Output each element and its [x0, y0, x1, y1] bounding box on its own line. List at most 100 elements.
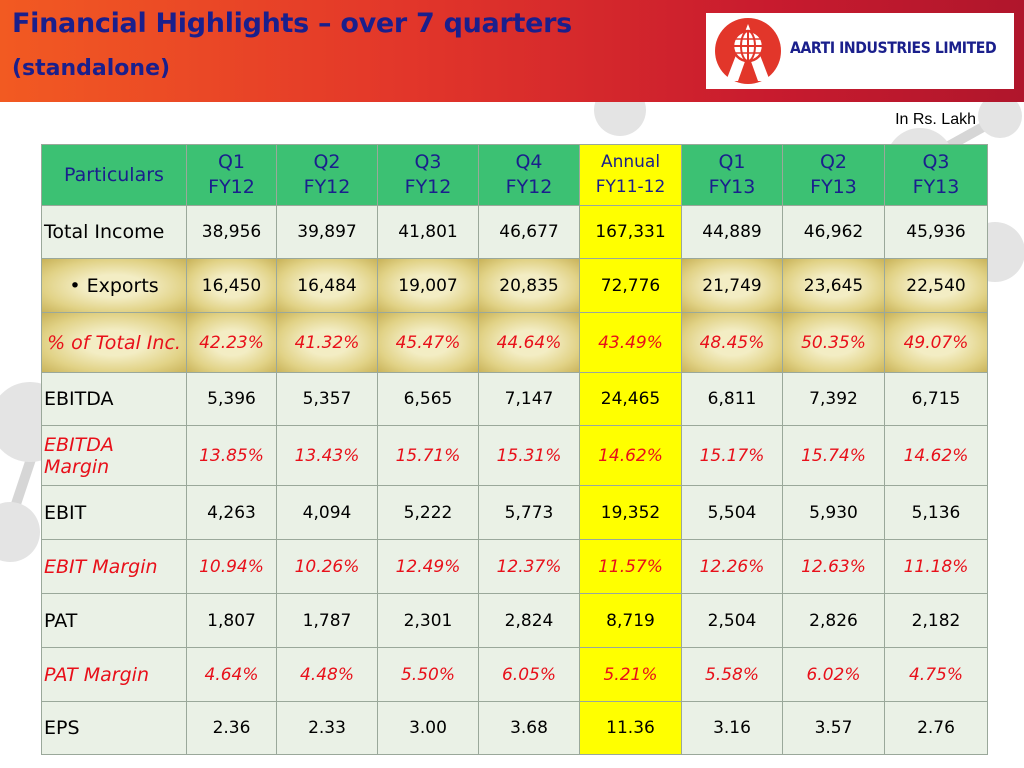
table-cell-annual: 14.62% [579, 425, 682, 486]
table-cell: 19,007 [377, 258, 479, 313]
table-cell: 6,715 [884, 372, 988, 426]
column-header: Particulars [41, 144, 187, 206]
column-header-annual: Annual FY11-12 [579, 144, 682, 206]
financial-highlights-table: Particulars Q1 FY12 Q2 FY12 Q3 FY12 Q4 FY12 … [41, 144, 988, 755]
table-cell: 3.16 [681, 701, 783, 755]
table-cell-annual: 8,719 [579, 593, 682, 648]
row-label: % of Total Inc. [41, 312, 187, 373]
table-cell: 45.47% [377, 312, 479, 373]
column-header: Q1 FY13 [681, 144, 783, 206]
table-header-row: Particulars Q1 FY12 Q2 FY12 Q3 FY12 Q4 FY12 … [41, 144, 988, 206]
table-cell: 14.62% [884, 425, 988, 486]
row-label: EPS [41, 701, 187, 755]
row-label: Total Income [41, 205, 187, 259]
table-cell: 5.50% [377, 647, 479, 702]
table-cell: 3.00 [377, 701, 479, 755]
table-cell: 15.74% [782, 425, 885, 486]
table-cell-annual: 19,352 [579, 485, 682, 540]
table-cell: 6,565 [377, 372, 479, 426]
table-cell: 23,645 [782, 258, 885, 313]
table-cell: 4.75% [884, 647, 988, 702]
table-cell-annual: 5.21% [579, 647, 682, 702]
table-cell: 15.71% [377, 425, 479, 486]
page-subtitle: (standalone) [12, 56, 171, 81]
company-logo: AARTI INDUSTRIES LIMITED [706, 13, 1014, 89]
table-cell: 2,826 [782, 593, 885, 648]
column-header: Q1 FY12 [186, 144, 277, 206]
table-cell: 5,396 [186, 372, 277, 426]
table-cell: 1,807 [186, 593, 277, 648]
table-cell: 5,357 [276, 372, 378, 426]
table-cell: 15.17% [681, 425, 783, 486]
table-cell: 12.26% [681, 539, 783, 594]
table-cell: 3.57 [782, 701, 885, 755]
table-cell: 10.26% [276, 539, 378, 594]
table-cell: 44.64% [478, 312, 580, 373]
table-cell: 48.45% [681, 312, 783, 373]
column-header: Q4 FY12 [478, 144, 580, 206]
table-row: • Exports 16,450 16,484 19,007 20,835 72,776 2… [41, 258, 988, 313]
table-cell-annual: 11.36 [579, 701, 682, 755]
table-cell: 44,889 [681, 205, 783, 259]
table-cell: 5,930 [782, 485, 885, 540]
table-row: PAT Margin 4.64% 4.48% 5.50% 6.05% 5.21% 5.58%… [41, 647, 988, 702]
table-cell: 5.58% [681, 647, 783, 702]
table-cell: 4,094 [276, 485, 378, 540]
table-cell: 16,484 [276, 258, 378, 313]
row-label: PAT [41, 593, 187, 648]
table-row: Total Income 38,956 39,897 41,801 46,677 167,… [41, 205, 988, 259]
table-cell-annual: 24,465 [579, 372, 682, 426]
table-cell: 10.94% [186, 539, 277, 594]
table-cell: 7,392 [782, 372, 885, 426]
table-cell: 2.76 [884, 701, 988, 755]
table-cell: 13.43% [276, 425, 378, 486]
table-cell: 11.18% [884, 539, 988, 594]
table-cell: 5,222 [377, 485, 479, 540]
table-cell: 46,962 [782, 205, 885, 259]
table-cell-annual: 43.49% [579, 312, 682, 373]
table-row: EBITDA Margin 13.85% 13.43% 15.71% 15.31% 14.… [41, 425, 988, 486]
table-row: PAT 1,807 1,787 2,301 2,824 8,719 2,504 2,826 2,… [41, 593, 988, 648]
table-cell: 2.36 [186, 701, 277, 755]
column-header: Q3 FY13 [884, 144, 988, 206]
column-header: Q3 FY12 [377, 144, 479, 206]
table-cell: 4,263 [186, 485, 277, 540]
row-label: • Exports [41, 258, 187, 313]
table-cell: 41,801 [377, 205, 479, 259]
table-cell-annual: 72,776 [579, 258, 682, 313]
table-row: EBITDA 5,396 5,357 6,565 7,147 24,465 6,811 7,3… [41, 372, 988, 426]
table-cell: 6.05% [478, 647, 580, 702]
table-cell: 5,136 [884, 485, 988, 540]
column-header: Q2 FY13 [782, 144, 885, 206]
table-cell: 2,824 [478, 593, 580, 648]
table-cell: 15.31% [478, 425, 580, 486]
row-label: PAT Margin [41, 647, 187, 702]
table-cell: 5,504 [681, 485, 783, 540]
table-cell: 46,677 [478, 205, 580, 259]
column-header: Q2 FY12 [276, 144, 378, 206]
table-cell: 41.32% [276, 312, 378, 373]
table-cell: 42.23% [186, 312, 277, 373]
table-cell: 2,301 [377, 593, 479, 648]
table-cell: 2,504 [681, 593, 783, 648]
company-name: AARTI INDUSTRIES LIMITED [790, 38, 997, 57]
table-row: % of Total Inc. 42.23% 41.32% 45.47% 44.64% 4… [41, 312, 988, 373]
table-cell: 38,956 [186, 205, 277, 259]
globe-a-logo-icon [715, 18, 781, 84]
table-cell: 12.63% [782, 539, 885, 594]
table-row: EBIT Margin 10.94% 10.26% 12.49% 12.37% 11.57… [41, 539, 988, 594]
table-cell: 16,450 [186, 258, 277, 313]
table-cell: 6,811 [681, 372, 783, 426]
table-row: EBIT 4,263 4,094 5,222 5,773 19,352 5,504 5,930… [41, 485, 988, 540]
table-cell: 2.33 [276, 701, 378, 755]
table-cell: 4.64% [186, 647, 277, 702]
table-cell: 1,787 [276, 593, 378, 648]
table-cell: 7,147 [478, 372, 580, 426]
table-cell-annual: 11.57% [579, 539, 682, 594]
table-cell: 21,749 [681, 258, 783, 313]
table-cell: 4.48% [276, 647, 378, 702]
table-cell: 49.07% [884, 312, 988, 373]
table-cell: 5,773 [478, 485, 580, 540]
table-cell: 12.49% [377, 539, 479, 594]
row-label: EBIT Margin [41, 539, 187, 594]
